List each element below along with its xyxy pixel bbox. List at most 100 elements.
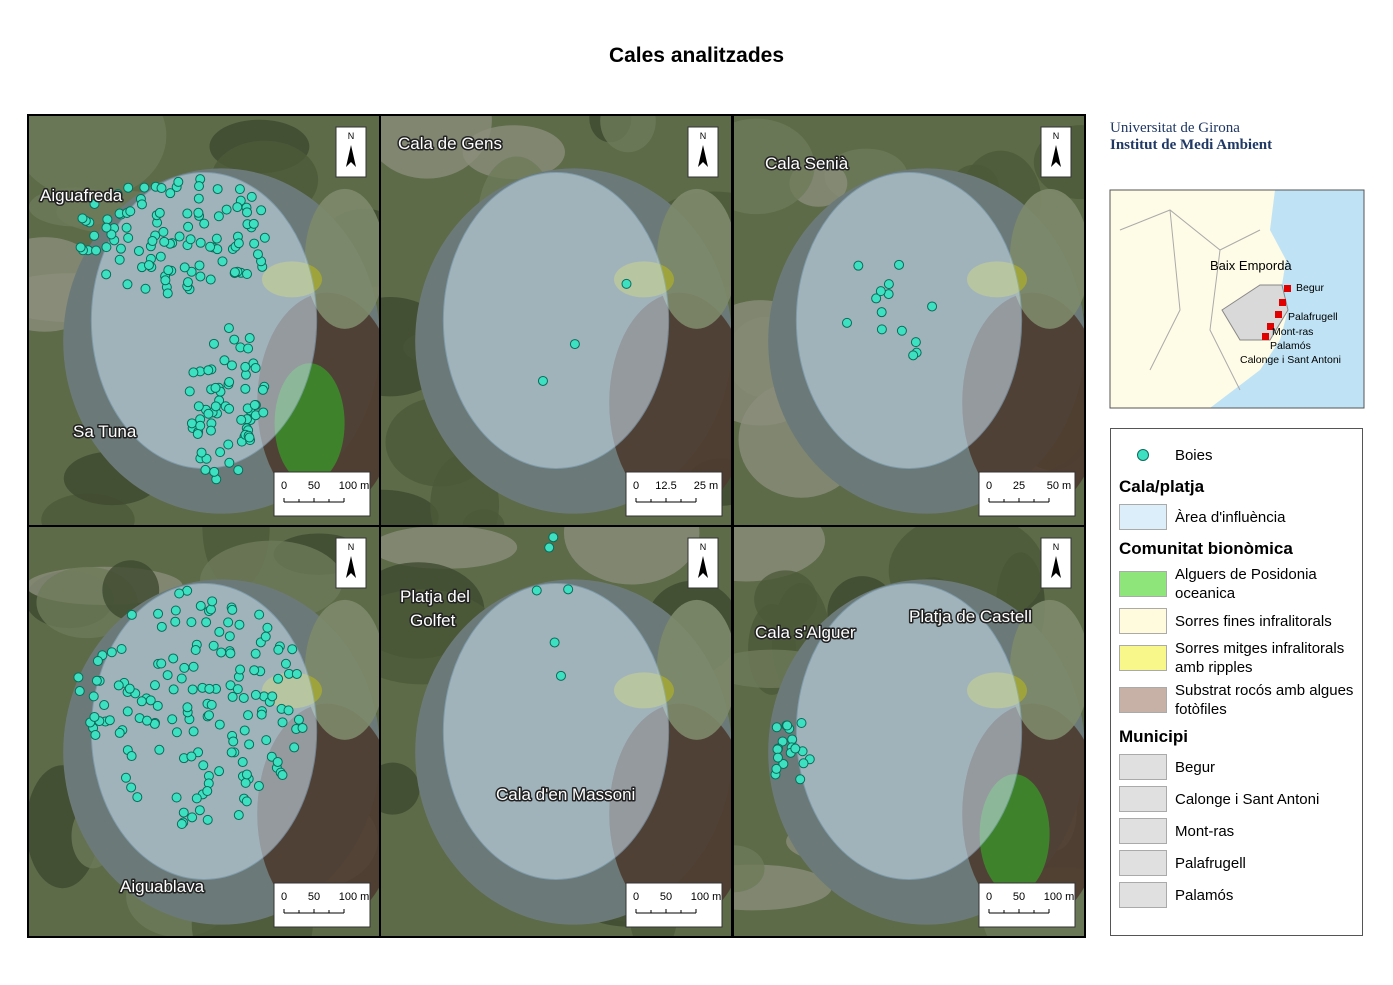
scale-box <box>625 471 723 517</box>
buoy <box>249 400 260 411</box>
legend-section-title: Cala/platja <box>1119 477 1205 496</box>
buoy <box>201 617 212 628</box>
buoy <box>186 418 197 429</box>
terrain <box>28 115 167 200</box>
buoy <box>771 722 782 733</box>
buoy <box>778 758 789 769</box>
buoy <box>207 596 218 607</box>
buoy <box>293 714 304 725</box>
buoy <box>170 616 181 627</box>
buoy <box>113 680 124 691</box>
buoy <box>213 211 224 222</box>
buoy <box>224 376 235 387</box>
scale-label: 100 m <box>1044 891 1075 903</box>
logo-institute: Institut de Medi Ambient <box>1110 137 1273 153</box>
buoy <box>287 644 298 655</box>
legend-label: Substrat rocós amb algues fotòfiles <box>1175 682 1354 718</box>
scale-label: 0 <box>281 480 287 492</box>
legend-swatch <box>1119 608 1167 634</box>
buoy <box>229 334 240 345</box>
map-panel: N 0 12.5 25 m Cala de Gens <box>379 114 733 527</box>
buoy <box>297 722 308 733</box>
sand <box>1009 599 1085 740</box>
buoy <box>209 466 220 477</box>
buoy <box>260 631 271 642</box>
buoy <box>256 205 267 216</box>
buoy <box>244 432 255 443</box>
legend-swatch <box>1119 850 1167 876</box>
legend-label: Palafrugell <box>1175 854 1246 872</box>
buoy <box>273 673 284 684</box>
buoy <box>223 439 234 450</box>
buoy <box>210 382 221 393</box>
buoy <box>101 222 112 233</box>
legend-item: Palamós <box>1119 881 1354 909</box>
map-panel: N 0 50 100 m Platja del Golfet Cala d'en Masso… <box>379 525 733 938</box>
buoy <box>258 407 269 418</box>
buoy <box>226 360 237 371</box>
buoy <box>205 604 216 615</box>
buoy <box>133 245 144 256</box>
buoy <box>549 637 560 648</box>
buoy <box>139 182 150 193</box>
inset-town: Calonge i Sant Antoni <box>1240 354 1341 366</box>
sand <box>1009 188 1085 329</box>
buoy <box>195 237 206 248</box>
buoy <box>227 691 238 702</box>
buoy <box>115 243 126 254</box>
scale-bar <box>283 498 345 503</box>
buoy <box>569 339 580 350</box>
inset-sea <box>1210 190 1364 408</box>
north-arrow <box>698 145 708 167</box>
buoy-symbol <box>1137 449 1149 461</box>
buoy <box>162 670 173 681</box>
place-label: Aiguablava <box>120 877 205 896</box>
buoy <box>104 715 115 726</box>
buoy <box>192 428 203 439</box>
map-content <box>28 115 380 526</box>
buoy <box>896 325 907 336</box>
buoy <box>221 204 232 215</box>
place-label: Platja del <box>400 587 470 606</box>
buoy <box>106 229 117 240</box>
sand <box>656 599 732 740</box>
buoy <box>257 384 268 395</box>
place-label: Cala de Gens <box>398 134 502 153</box>
legend-swatch <box>1119 786 1167 812</box>
buoy <box>136 199 147 210</box>
legend-swatch <box>1119 504 1167 530</box>
buoy <box>102 214 113 225</box>
place-label: Aiguafreda <box>40 186 123 205</box>
buoy <box>89 198 100 209</box>
place-label: Cala s'Alguer <box>755 623 856 642</box>
buoy <box>283 705 294 716</box>
buoy <box>214 719 225 730</box>
buoy <box>777 736 788 747</box>
buoy <box>223 323 234 334</box>
buoy <box>244 333 255 344</box>
buoy <box>193 401 204 412</box>
buoy <box>224 403 235 414</box>
scale-box <box>978 882 1076 928</box>
buoy <box>289 742 300 753</box>
buoy <box>214 626 225 637</box>
north-label: N <box>1053 542 1060 552</box>
terrain <box>733 526 826 582</box>
buoy <box>160 275 171 286</box>
legend-swatch <box>1119 687 1167 713</box>
buoy <box>261 735 272 746</box>
scale-bar <box>635 498 697 503</box>
influence-area <box>795 583 1023 880</box>
inset-town: Palafrugell <box>1288 311 1338 323</box>
buoy <box>240 777 251 788</box>
terrain <box>380 115 492 179</box>
sand <box>656 188 732 329</box>
buoy <box>182 277 193 288</box>
buoy <box>244 739 255 750</box>
buoy <box>227 604 238 615</box>
buoy <box>206 699 217 710</box>
legend-item: Mont-ras <box>1119 817 1354 845</box>
buoy <box>126 609 137 620</box>
buoy <box>122 706 133 717</box>
buoy <box>240 361 251 372</box>
